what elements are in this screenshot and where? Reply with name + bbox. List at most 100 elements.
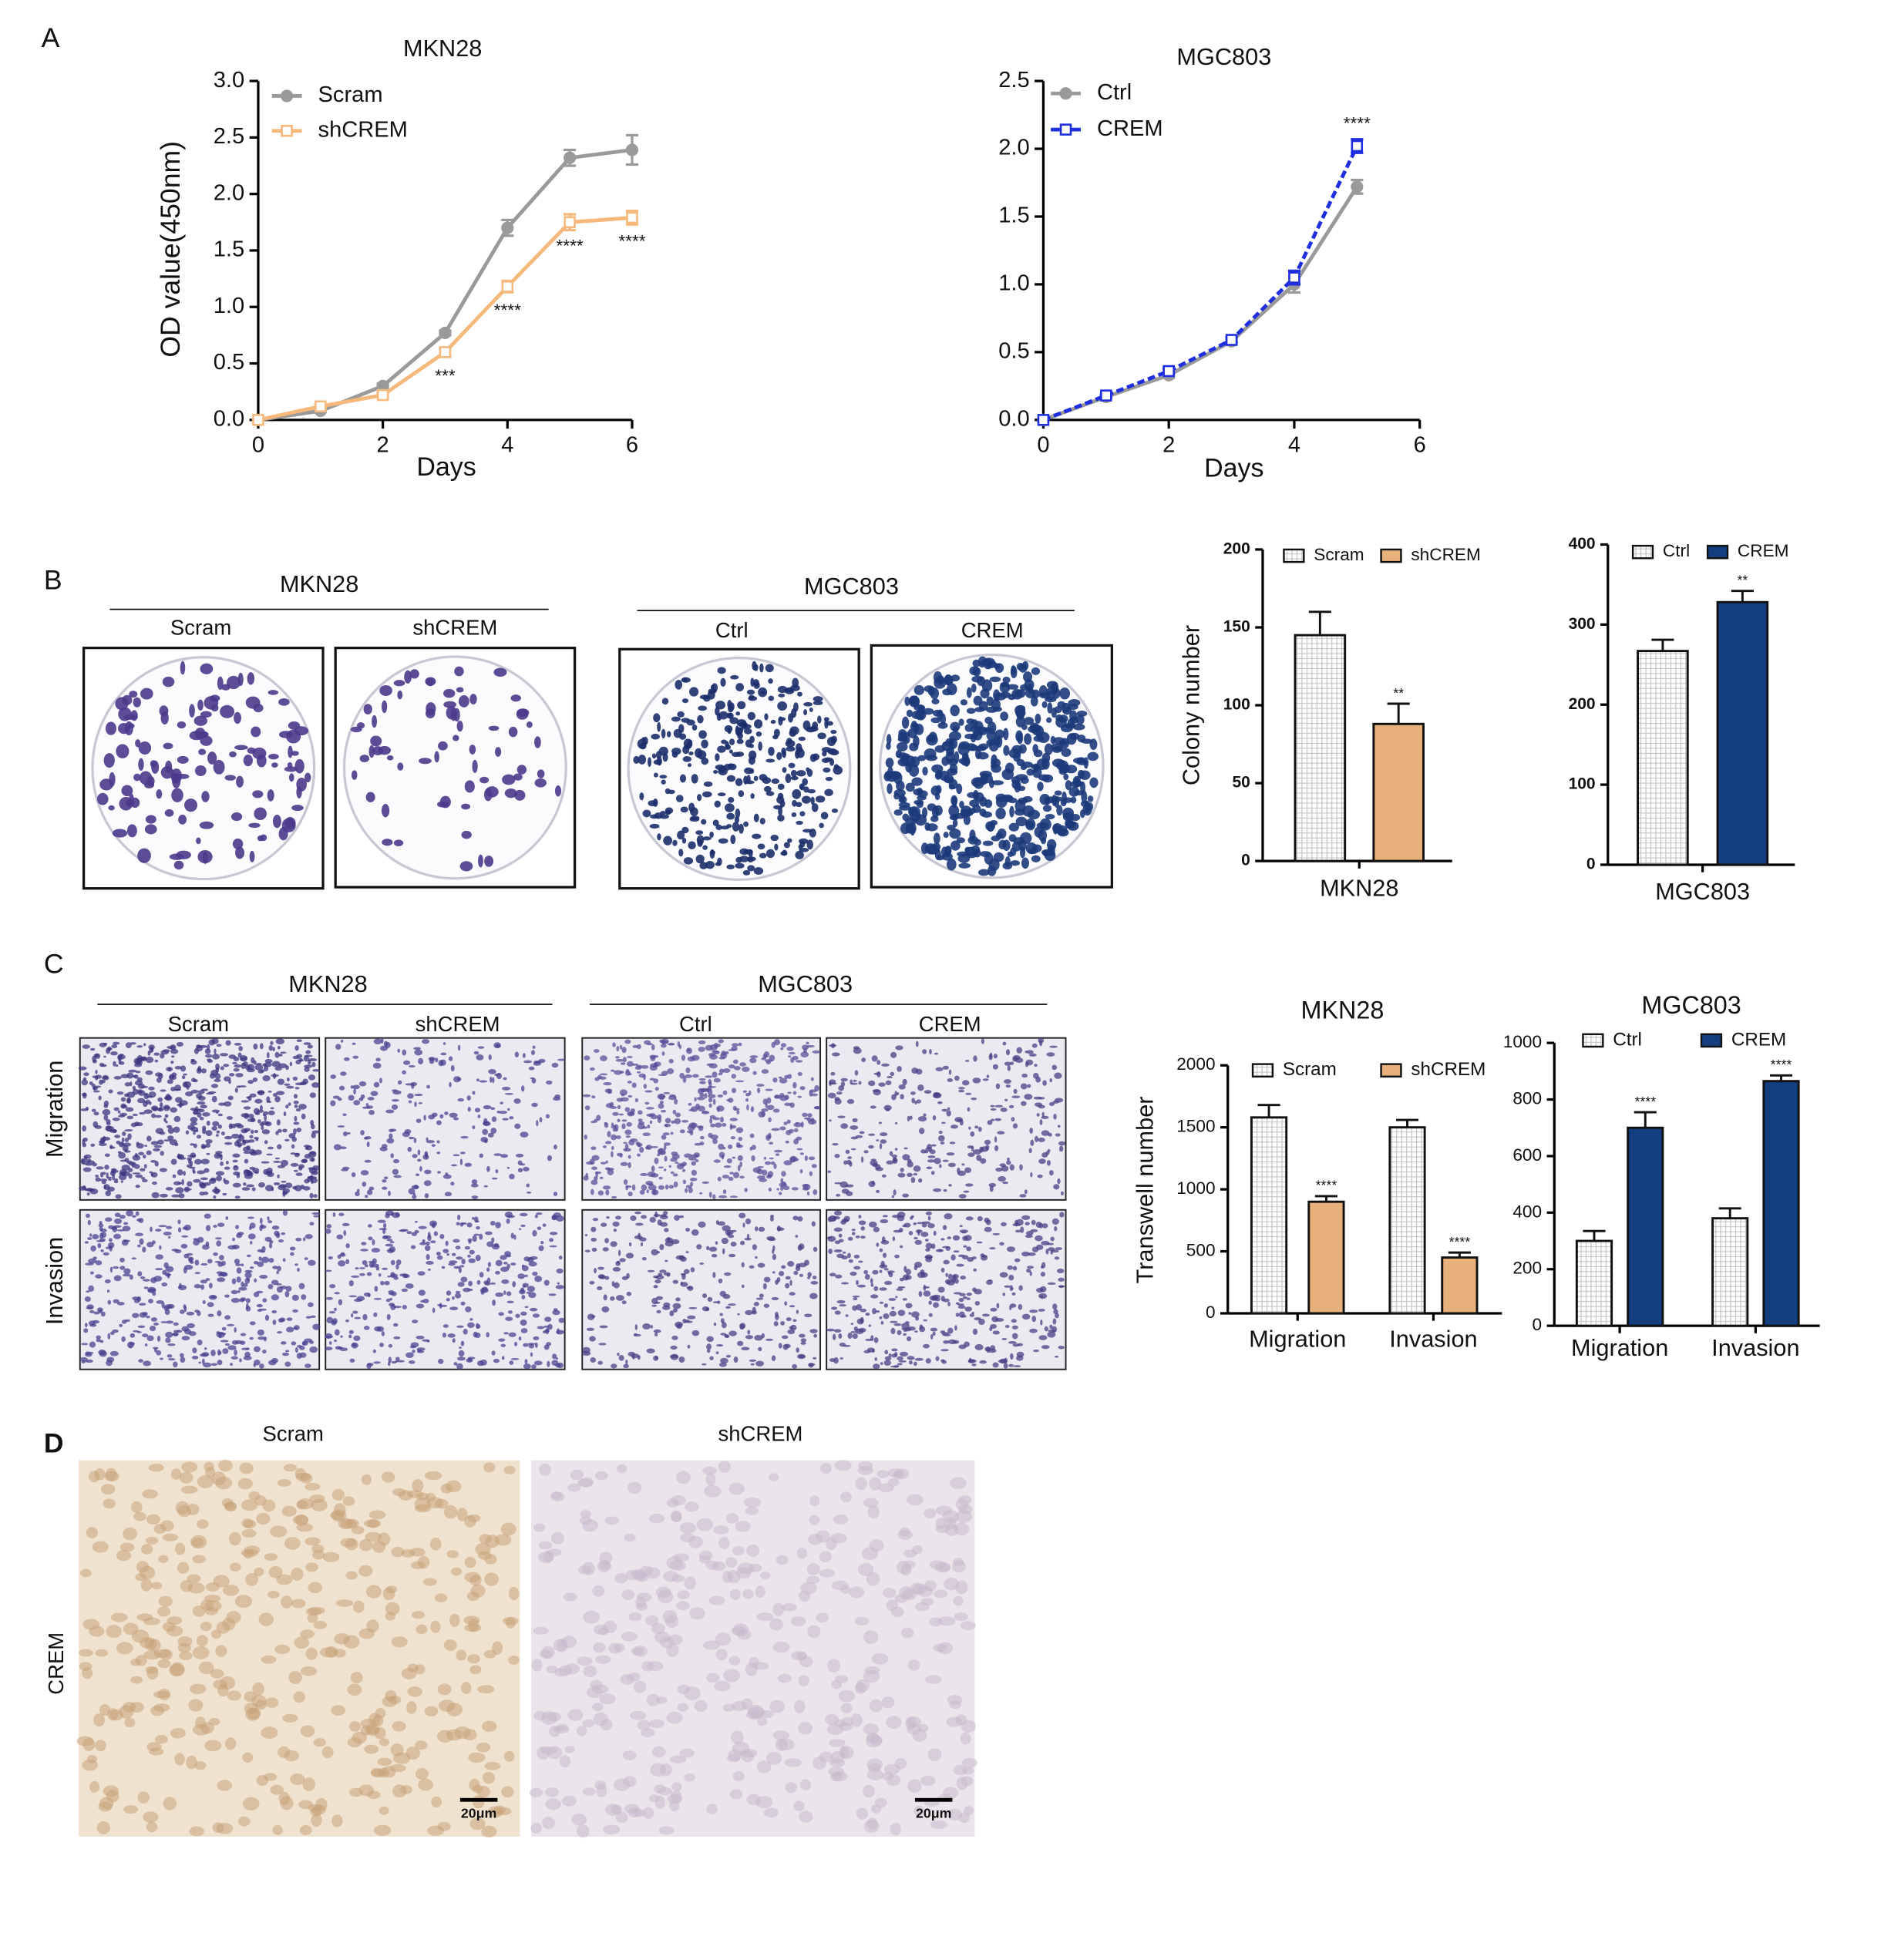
cell bbox=[833, 1249, 843, 1253]
nucleus bbox=[938, 1563, 950, 1572]
nucleus bbox=[243, 1549, 254, 1559]
cell bbox=[167, 1135, 174, 1140]
cell bbox=[498, 1338, 506, 1342]
cell bbox=[119, 1266, 126, 1270]
cell bbox=[93, 1311, 100, 1315]
nucleus bbox=[86, 1755, 98, 1763]
cell bbox=[448, 1262, 456, 1266]
colony bbox=[502, 774, 516, 785]
cell bbox=[145, 1099, 150, 1104]
cell bbox=[627, 1191, 633, 1197]
colony bbox=[956, 837, 965, 844]
cell bbox=[692, 1074, 699, 1078]
cell bbox=[180, 1353, 184, 1358]
cell bbox=[659, 1101, 664, 1104]
colony bbox=[720, 825, 729, 830]
cell bbox=[259, 1275, 268, 1279]
cell bbox=[296, 1039, 302, 1043]
cell bbox=[204, 1048, 211, 1054]
cell bbox=[222, 1348, 229, 1354]
cell bbox=[124, 1082, 131, 1087]
cell bbox=[202, 1244, 210, 1250]
colony bbox=[675, 680, 683, 690]
cell bbox=[309, 1222, 315, 1225]
nucleus bbox=[180, 1580, 193, 1592]
cell bbox=[344, 1057, 350, 1061]
cell bbox=[772, 1271, 776, 1274]
colony bbox=[648, 757, 652, 767]
colony bbox=[642, 809, 651, 818]
cell bbox=[1013, 1365, 1021, 1368]
cell bbox=[857, 1284, 866, 1288]
cell bbox=[257, 1261, 264, 1267]
cell bbox=[623, 1148, 631, 1152]
cell bbox=[924, 1090, 932, 1094]
cell bbox=[841, 1256, 848, 1260]
cell bbox=[610, 1296, 615, 1301]
cell bbox=[293, 1325, 300, 1330]
cell bbox=[643, 1074, 646, 1081]
cell bbox=[826, 1328, 835, 1332]
cell bbox=[926, 1166, 933, 1169]
nucleus bbox=[571, 1813, 587, 1826]
cell bbox=[103, 1114, 109, 1121]
cell bbox=[958, 1089, 965, 1093]
cell bbox=[721, 1237, 728, 1245]
nucleus bbox=[793, 1699, 806, 1713]
nucleus bbox=[440, 1483, 453, 1494]
nucleus bbox=[143, 1811, 159, 1823]
nucleus bbox=[305, 1647, 318, 1660]
nucleus bbox=[255, 1699, 267, 1710]
cell bbox=[895, 1045, 903, 1051]
cell bbox=[144, 1343, 148, 1346]
cell bbox=[146, 1242, 154, 1248]
cell bbox=[887, 1272, 891, 1275]
cell bbox=[138, 1151, 144, 1156]
cell bbox=[207, 1302, 214, 1307]
cell bbox=[691, 1169, 698, 1176]
scale-bar-label: 20μm bbox=[461, 1806, 496, 1821]
cell bbox=[739, 1324, 745, 1330]
colony bbox=[802, 778, 809, 786]
colony bbox=[961, 758, 971, 766]
cell bbox=[1052, 1100, 1059, 1104]
cell bbox=[850, 1323, 854, 1325]
colony bbox=[747, 865, 755, 872]
cell bbox=[591, 1247, 597, 1252]
cell bbox=[810, 1077, 814, 1081]
cell bbox=[278, 1053, 283, 1057]
cell bbox=[935, 1356, 940, 1361]
cell bbox=[179, 1283, 182, 1289]
cell bbox=[130, 1042, 136, 1045]
cell bbox=[220, 1272, 228, 1277]
cell bbox=[839, 1342, 846, 1347]
cell bbox=[456, 1357, 466, 1361]
colony bbox=[1042, 805, 1052, 812]
nucleus bbox=[367, 1518, 380, 1528]
nucleus bbox=[602, 1824, 621, 1834]
cell bbox=[784, 1074, 789, 1079]
colony bbox=[1002, 676, 1011, 684]
cell bbox=[994, 1104, 1004, 1108]
cell bbox=[154, 1059, 159, 1063]
cell bbox=[348, 1334, 352, 1339]
cell bbox=[419, 1165, 422, 1172]
cell bbox=[200, 1158, 210, 1165]
cell bbox=[989, 1326, 993, 1331]
cell bbox=[927, 1215, 931, 1221]
cell bbox=[82, 1125, 87, 1132]
cell bbox=[264, 1314, 270, 1321]
nucleus bbox=[495, 1534, 512, 1546]
cell bbox=[897, 1309, 906, 1316]
cell bbox=[806, 1044, 815, 1048]
cell bbox=[522, 1283, 529, 1288]
cell bbox=[712, 1071, 718, 1078]
cell bbox=[259, 1104, 263, 1111]
cell bbox=[362, 1313, 368, 1321]
colony bbox=[964, 733, 975, 740]
cell bbox=[517, 1168, 523, 1173]
cell bbox=[953, 1250, 960, 1253]
cell bbox=[186, 1252, 193, 1256]
nucleus bbox=[839, 1746, 854, 1760]
cell bbox=[788, 1051, 796, 1055]
